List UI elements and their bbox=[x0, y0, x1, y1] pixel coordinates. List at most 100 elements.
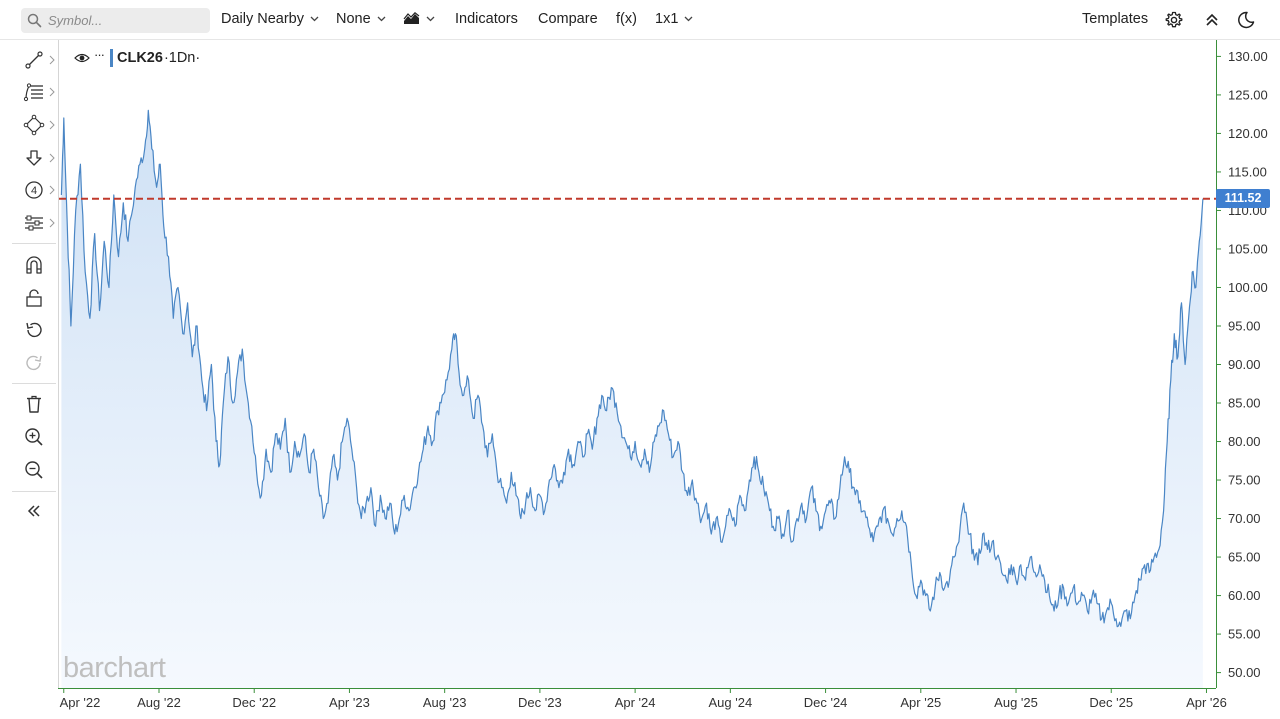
delete-drawings-button[interactable] bbox=[22, 392, 46, 416]
search-icon bbox=[27, 13, 42, 28]
toolbar-divider bbox=[12, 491, 56, 492]
indicators-label: Indicators bbox=[455, 11, 518, 27]
y-tick-label: 120.00 bbox=[1228, 126, 1268, 141]
undo-button[interactable] bbox=[22, 318, 46, 342]
price-line[interactable] bbox=[60, 109, 1204, 628]
overlay-dropdown[interactable]: None bbox=[336, 11, 386, 27]
price-area-fill bbox=[61, 110, 1203, 689]
count-tool[interactable]: 4 bbox=[22, 178, 46, 202]
chevron-right-icon[interactable] bbox=[49, 218, 55, 228]
price-axis: 130.00125.00120.00115.00110.00105.00100.… bbox=[1216, 49, 1268, 680]
x-tick-label: Aug '22 bbox=[137, 695, 181, 710]
indicators-button[interactable]: Indicators bbox=[455, 11, 518, 27]
y-tick-label: 80.00 bbox=[1228, 434, 1261, 449]
y-tick-label: 95.00 bbox=[1228, 318, 1261, 333]
drawing-toolbar: 4 bbox=[0, 40, 58, 719]
arrow-down-icon bbox=[26, 150, 42, 166]
collapse-left-icon bbox=[27, 505, 40, 517]
layout-dropdown[interactable]: 1x1 bbox=[655, 11, 693, 27]
eye-icon[interactable] bbox=[74, 52, 90, 64]
redo-button[interactable] bbox=[22, 351, 46, 375]
chevron-right-icon[interactable] bbox=[49, 120, 55, 130]
top-toolbar: Daily Nearby None Indicators Compare f(x… bbox=[0, 0, 1280, 40]
y-tick-label: 65.00 bbox=[1228, 550, 1261, 565]
templates-label: Templates bbox=[1082, 11, 1149, 27]
y-tick-label: 55.00 bbox=[1228, 627, 1261, 642]
y-tick-label: 60.00 bbox=[1228, 588, 1261, 603]
chevron-right-icon[interactable] bbox=[49, 87, 55, 97]
toolbar-divider bbox=[12, 383, 56, 384]
function-button[interactable]: f(x) bbox=[616, 11, 637, 27]
y-tick-label: 75.00 bbox=[1228, 473, 1261, 488]
y-tick-label: 100.00 bbox=[1228, 280, 1268, 295]
period-label: Daily Nearby bbox=[221, 11, 304, 27]
y-tick-label: 90.00 bbox=[1228, 357, 1261, 372]
x-tick-label: Aug '25 bbox=[994, 695, 1038, 710]
x-tick-label: Apr '23 bbox=[329, 695, 370, 710]
measure-tool[interactable] bbox=[22, 211, 46, 235]
lock-tool[interactable] bbox=[22, 286, 46, 310]
arrow-tool[interactable] bbox=[22, 146, 46, 170]
period-dropdown[interactable]: Daily Nearby bbox=[221, 11, 319, 27]
series-color-swatch bbox=[110, 49, 113, 67]
shape-tool[interactable] bbox=[22, 113, 46, 137]
y-tick-label: 85.00 bbox=[1228, 396, 1261, 411]
svg-text:4: 4 bbox=[31, 185, 37, 197]
collapse-up-icon[interactable] bbox=[1205, 12, 1219, 28]
trash-icon bbox=[27, 395, 41, 413]
more-options-icon[interactable]: ··· bbox=[94, 46, 105, 62]
collapse-toolbar-button[interactable] bbox=[22, 499, 46, 523]
chevron-down-icon bbox=[310, 16, 319, 22]
symbol-search-input[interactable] bbox=[48, 11, 198, 30]
y-tick-label: 50.00 bbox=[1228, 665, 1261, 680]
compare-button[interactable]: Compare bbox=[538, 11, 598, 27]
shape-icon bbox=[23, 114, 45, 136]
undo-icon bbox=[26, 322, 42, 338]
area-chart-icon bbox=[403, 12, 420, 24]
x-tick-label: Dec '22 bbox=[232, 695, 276, 710]
compare-label: Compare bbox=[538, 11, 598, 27]
moon-icon[interactable] bbox=[1237, 11, 1255, 29]
x-tick-label: Aug '23 bbox=[423, 695, 467, 710]
last-price-tag: 111.52 bbox=[1216, 189, 1270, 209]
templates-button[interactable]: Templates bbox=[1082, 11, 1148, 27]
x-tick-label: Apr '24 bbox=[615, 695, 656, 710]
function-label: f(x) bbox=[616, 11, 637, 27]
magnet-tool[interactable] bbox=[22, 253, 46, 277]
layout-label: 1x1 bbox=[655, 11, 679, 27]
redo-icon bbox=[26, 355, 42, 371]
zoom-out-button[interactable] bbox=[22, 458, 46, 482]
trendline-tool[interactable] bbox=[22, 48, 46, 72]
gear-icon[interactable] bbox=[1165, 11, 1183, 29]
x-tick-label: Apr '26 bbox=[1186, 695, 1227, 710]
lock-icon bbox=[26, 289, 42, 307]
toolbar-divider bbox=[12, 243, 56, 244]
barchart-watermark: barchart bbox=[63, 652, 166, 684]
y-tick-label: 125.00 bbox=[1228, 87, 1268, 102]
chart-legend: ··· CLK26 ·1Dn· bbox=[74, 46, 200, 67]
x-tick-label: Aug '24 bbox=[709, 695, 753, 710]
x-tick-label: Apr '22 bbox=[60, 695, 101, 710]
time-axis: Apr '22 Aug '22 Dec '22 Apr '23 Aug '23 Dec '… bbox=[60, 688, 1227, 710]
overlay-label: None bbox=[336, 11, 371, 27]
chevron-down-icon bbox=[684, 16, 693, 22]
y-tick-label: 130.00 bbox=[1228, 49, 1268, 64]
x-tick-label: Dec '23 bbox=[518, 695, 562, 710]
chevron-right-icon[interactable] bbox=[49, 185, 55, 195]
zoom-in-button[interactable] bbox=[22, 425, 46, 449]
magnet-icon bbox=[26, 256, 42, 274]
y-tick-label: 105.00 bbox=[1228, 241, 1268, 256]
symbol-search-box[interactable] bbox=[21, 8, 210, 33]
chevron-down-icon bbox=[426, 16, 435, 21]
chart-type-dropdown[interactable] bbox=[403, 12, 435, 25]
trendline-icon bbox=[25, 51, 43, 69]
chevron-right-icon[interactable] bbox=[49, 55, 55, 65]
x-tick-label: Dec '25 bbox=[1089, 695, 1133, 710]
y-tick-label: 115.00 bbox=[1228, 164, 1267, 179]
fibonacci-tool[interactable] bbox=[22, 80, 46, 104]
zoom-out-icon bbox=[25, 461, 43, 479]
measure-icon bbox=[25, 215, 43, 231]
chevron-down-icon bbox=[377, 16, 386, 22]
chevron-right-icon[interactable] bbox=[49, 153, 55, 163]
